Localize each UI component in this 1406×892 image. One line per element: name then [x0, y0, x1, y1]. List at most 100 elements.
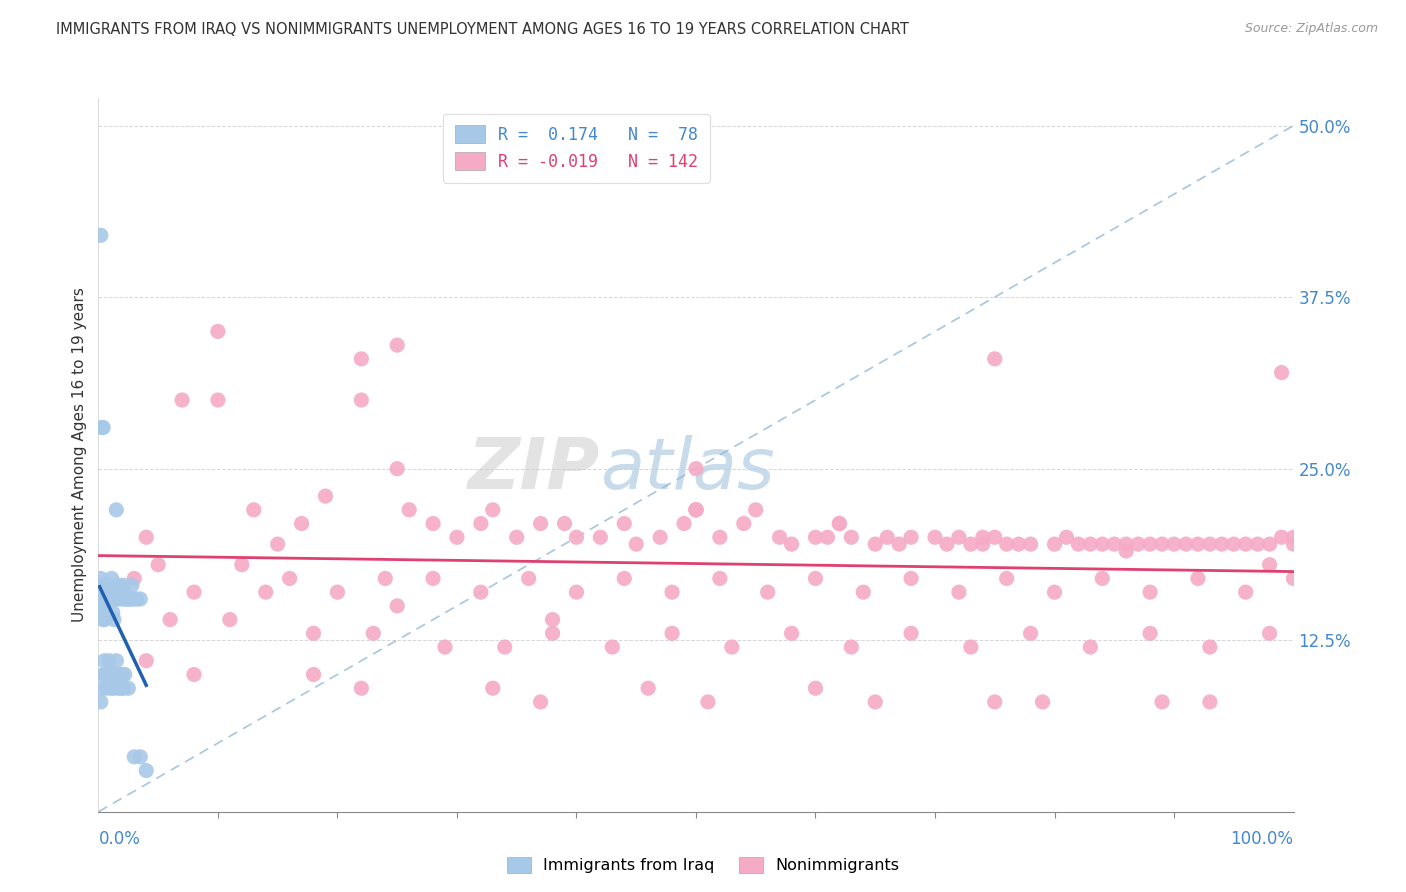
Point: [124, 749, 146, 764]
Point: [804, 571, 827, 585]
Point: [1198, 537, 1220, 551]
Point: [120, 592, 142, 607]
Point: [114, 667, 136, 681]
Point: [97, 592, 120, 607]
Point: [1139, 626, 1161, 640]
Point: [98, 592, 122, 607]
Point: [494, 640, 516, 654]
Point: [105, 585, 128, 599]
Point: [1234, 585, 1257, 599]
Point: [267, 537, 290, 551]
Point: [863, 537, 886, 551]
Point: [114, 592, 136, 607]
Point: [1139, 537, 1161, 551]
Point: [1258, 626, 1281, 640]
Point: [129, 592, 152, 607]
Point: [90, 228, 112, 243]
Point: [117, 681, 139, 696]
Point: [1115, 537, 1137, 551]
Point: [374, 571, 396, 585]
Point: [768, 530, 790, 544]
Point: [302, 667, 325, 681]
Point: [278, 571, 301, 585]
Point: [101, 592, 124, 607]
Point: [172, 392, 194, 407]
Point: [96, 681, 118, 696]
Point: [97, 667, 120, 681]
Point: [91, 592, 114, 607]
Point: [433, 640, 456, 654]
Point: [709, 530, 731, 544]
Point: [1007, 537, 1029, 551]
Point: [1019, 626, 1042, 640]
Point: [94, 667, 117, 681]
Point: [1258, 537, 1281, 551]
Point: [529, 516, 551, 531]
Point: [104, 667, 127, 681]
Point: [91, 667, 114, 681]
Point: [839, 640, 862, 654]
Point: [1187, 571, 1209, 585]
Point: [648, 530, 672, 544]
Point: [685, 503, 707, 517]
Text: ZIP: ZIP: [468, 434, 600, 504]
Point: [385, 599, 409, 613]
Point: [1150, 537, 1173, 551]
Point: [90, 571, 112, 585]
Point: [107, 667, 129, 681]
Point: [983, 530, 1005, 544]
Point: [900, 530, 922, 544]
Point: [100, 681, 122, 696]
Point: [112, 681, 135, 696]
Point: [91, 420, 114, 434]
Point: [828, 516, 851, 531]
Point: [1211, 537, 1233, 551]
Point: [101, 667, 124, 681]
Point: [350, 681, 373, 696]
Point: [363, 626, 385, 640]
Point: [121, 578, 143, 592]
Point: [101, 606, 124, 620]
Point: [100, 571, 122, 585]
Point: [422, 516, 444, 531]
Point: [104, 592, 127, 607]
Point: [302, 626, 325, 640]
Point: [1019, 537, 1042, 551]
Point: [98, 667, 122, 681]
Point: [972, 530, 994, 544]
Point: [94, 592, 117, 607]
Point: [1282, 530, 1305, 544]
Point: [1187, 537, 1209, 551]
Point: [1115, 544, 1137, 558]
Point: [107, 681, 129, 696]
Point: [94, 606, 117, 620]
Point: [93, 592, 115, 607]
Point: [446, 530, 468, 544]
Point: [815, 530, 838, 544]
Point: [721, 640, 744, 654]
Point: [207, 325, 229, 339]
Point: [1271, 366, 1294, 380]
Point: [972, 537, 994, 551]
Point: [506, 530, 529, 544]
Y-axis label: Unemployment Among Ages 16 to 19 years: Unemployment Among Ages 16 to 19 years: [72, 287, 87, 623]
Point: [1043, 537, 1066, 551]
Point: [517, 571, 540, 585]
Point: [207, 392, 229, 407]
Point: [159, 613, 181, 627]
Point: [105, 503, 128, 517]
Point: [1282, 571, 1305, 585]
Point: [94, 599, 117, 613]
Point: [110, 681, 132, 696]
Point: [900, 571, 922, 585]
Point: [135, 654, 157, 668]
Point: [852, 585, 875, 599]
Point: [243, 503, 266, 517]
Point: [1282, 537, 1305, 551]
Point: [135, 530, 157, 544]
Point: [315, 489, 337, 503]
Point: [554, 516, 576, 531]
Point: [1043, 585, 1066, 599]
Point: [350, 351, 373, 366]
Point: [1163, 537, 1185, 551]
